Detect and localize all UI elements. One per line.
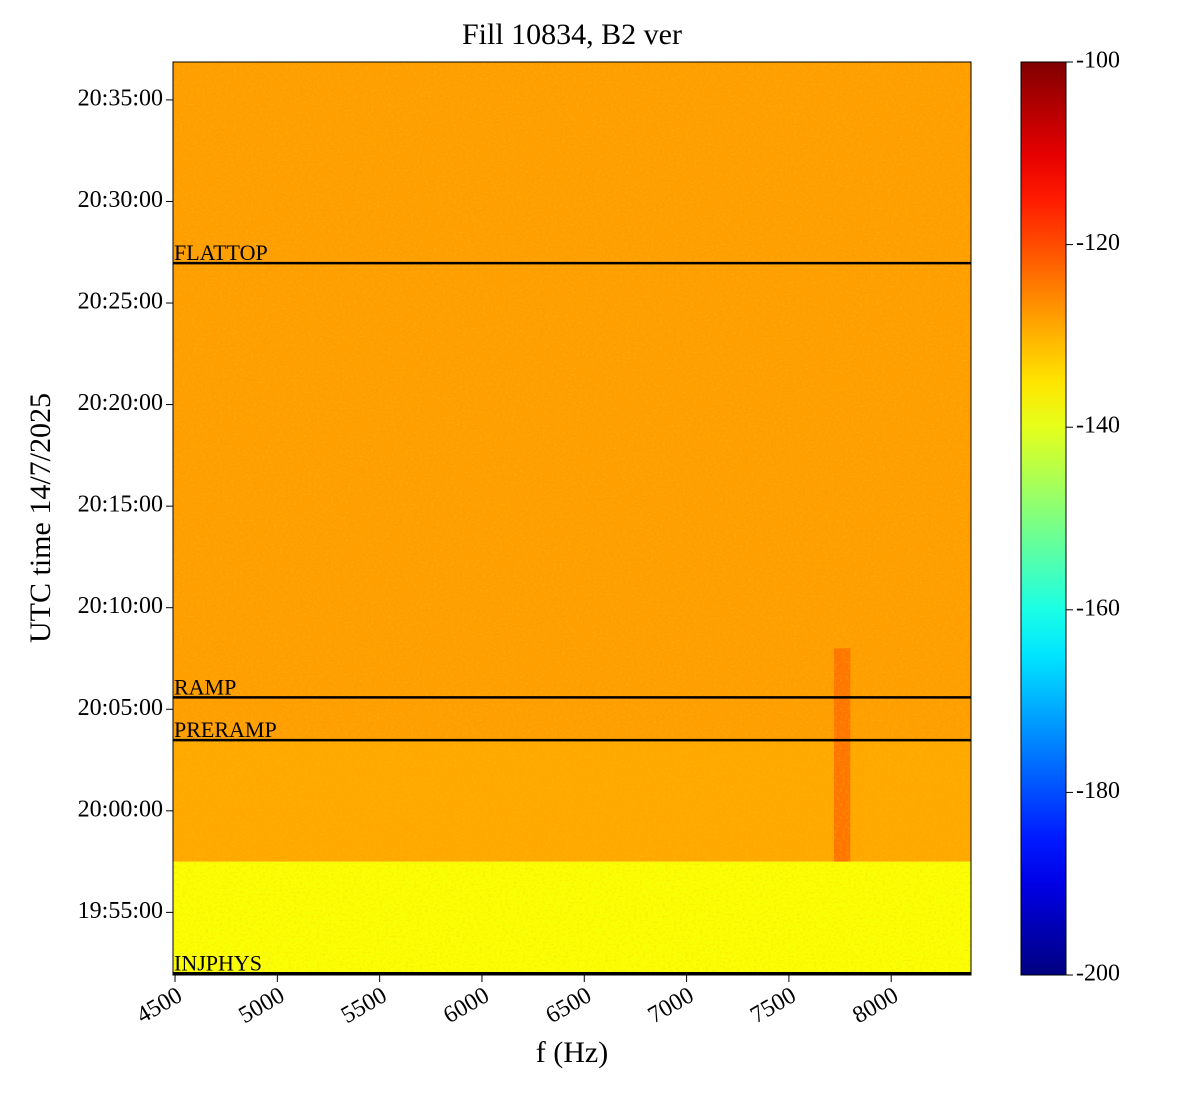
event-label: FLATTOP — [174, 240, 268, 265]
colorbar-tick-label: -120 — [1076, 230, 1120, 256]
x-tick-label: 8000 — [848, 982, 903, 1029]
colorbar — [1020, 61, 1067, 976]
y-tick-label: 19:55:00 — [78, 898, 163, 924]
y-tick-label: 20:25:00 — [78, 289, 163, 315]
y-tick-label: 20:30:00 — [78, 187, 163, 213]
x-tick-label: 7000 — [644, 982, 699, 1029]
x-tick-label: 7500 — [746, 982, 801, 1029]
event-label: RAMP — [174, 674, 236, 699]
event-label: INJPHYS — [174, 950, 262, 975]
x-tick-label: 5500 — [337, 982, 392, 1029]
y-tick-label: 20:05:00 — [78, 695, 163, 721]
y-axis-label: UTC time 14/7/2025 — [24, 393, 57, 643]
colorbar-tick-label: -160 — [1076, 595, 1120, 621]
colorbar-tick-label: -140 — [1076, 413, 1120, 439]
colorbar-tick-label: -100 — [1076, 48, 1120, 74]
x-tick-label: 6000 — [439, 982, 494, 1029]
y-tick-label: 20:10:00 — [78, 593, 163, 619]
x-tick-label: 5000 — [235, 982, 290, 1029]
y-tick-label: 20:00:00 — [78, 796, 163, 822]
texture — [173, 62, 971, 975]
colorbar-tick-label: -180 — [1076, 778, 1120, 804]
y-tick-label: 20:20:00 — [78, 390, 163, 416]
colorbar-tick-label: -200 — [1076, 961, 1120, 987]
plot-frame — [172, 61, 972, 976]
y-tick-label: 20:35:00 — [78, 85, 163, 111]
x-tick-label: 4500 — [132, 982, 187, 1029]
event-label: PRERAMP — [174, 717, 277, 742]
chart-title: Fill 10834, B2 ver — [462, 18, 682, 51]
x-tick-label: 6500 — [541, 982, 596, 1029]
y-tick-label: 20:15:00 — [78, 492, 163, 518]
x-axis-label: f (Hz) — [536, 1036, 608, 1069]
